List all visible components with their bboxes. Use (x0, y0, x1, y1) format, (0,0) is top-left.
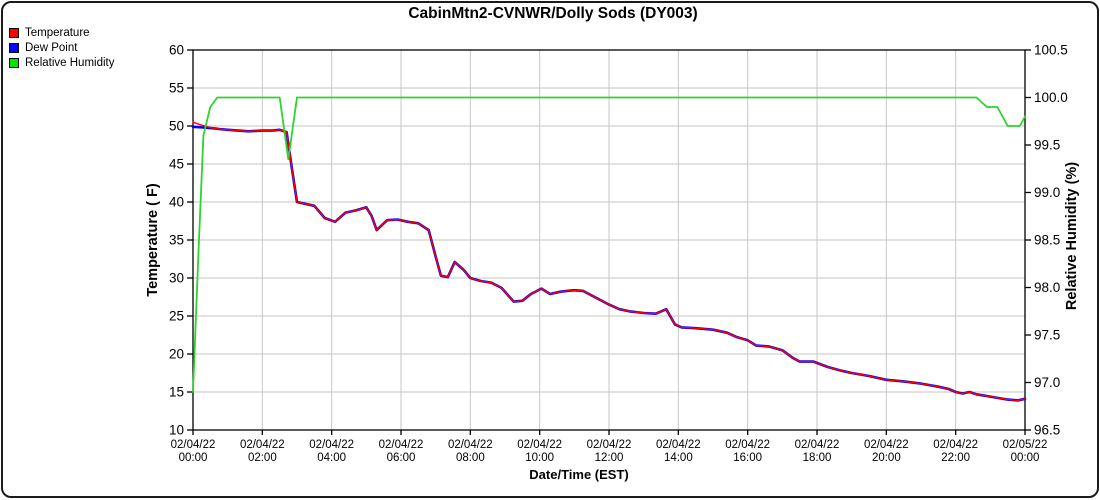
legend-label-temperature: Temperature (25, 27, 90, 39)
chart-title: CabinMtn2-CVNWR/Dolly Sods (DY003) (408, 5, 698, 22)
x-axis-title: Date/Time (EST) (529, 467, 629, 482)
svg-text:97.5: 97.5 (1034, 328, 1060, 343)
svg-text:99.5: 99.5 (1034, 138, 1060, 153)
svg-text:10: 10 (169, 423, 184, 438)
svg-text:60: 60 (169, 43, 184, 58)
dew-point-swatch-icon (9, 43, 19, 53)
svg-text:30: 30 (169, 271, 184, 286)
legend-label-dew-point: Dew Point (25, 42, 78, 54)
svg-text:97.0: 97.0 (1034, 375, 1060, 390)
legend-item-dew-point: Dew Point (9, 41, 114, 55)
svg-text:40: 40 (169, 195, 184, 210)
svg-text:99.0: 99.0 (1034, 185, 1060, 200)
temperature-swatch-icon (9, 28, 19, 38)
relative-humidity-swatch-icon (9, 58, 19, 68)
svg-text:50: 50 (169, 119, 184, 134)
legend-item-relative-humidity: Relative Humidity (9, 56, 114, 70)
svg-text:98.5: 98.5 (1034, 233, 1060, 248)
svg-text:35: 35 (169, 233, 184, 248)
svg-text:45: 45 (169, 157, 184, 172)
svg-text:100.5: 100.5 (1034, 43, 1068, 58)
legend: Temperature Dew Point Relative Humidity (9, 26, 114, 71)
svg-text:20: 20 (169, 347, 184, 362)
svg-text:15: 15 (169, 385, 184, 400)
svg-text:96.5: 96.5 (1034, 423, 1060, 438)
svg-text:98.0: 98.0 (1034, 280, 1060, 295)
svg-text:25: 25 (169, 309, 184, 324)
svg-text:55: 55 (169, 81, 184, 96)
legend-label-relative-humidity: Relative Humidity (25, 57, 115, 69)
svg-text:100.0: 100.0 (1034, 90, 1068, 105)
legend-item-temperature: Temperature (9, 26, 114, 40)
